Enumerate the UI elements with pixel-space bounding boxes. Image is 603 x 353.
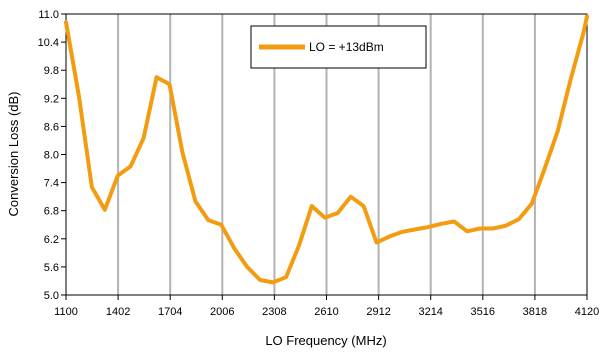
series-line — [64, 14, 589, 285]
y-tick-label: 10.4 — [38, 37, 59, 49]
x-tick-label: 2006 — [210, 306, 234, 318]
series-layer — [64, 14, 589, 285]
y-tick-label: 5.6 — [44, 262, 59, 274]
x-tick-label: 2912 — [366, 306, 390, 318]
legend-label: LO = +13dBm — [309, 40, 384, 54]
y-tick-label: 8.0 — [44, 150, 59, 162]
x-tick-label: 1100 — [54, 306, 78, 318]
legend: LO = +13dBm — [250, 25, 427, 69]
y-axis-ticks: 5.0 5.6 6.2 6.8 7.4 8.0 8.6 9.2 9.8 10.4 11.0 — [38, 9, 66, 302]
x-tick-label: 3516 — [471, 306, 495, 318]
x-tick-label: 1402 — [106, 306, 130, 318]
x-tick-label: 1704 — [158, 306, 182, 318]
x-tick-label: 3214 — [418, 306, 442, 318]
x-tick-label: 2308 — [262, 306, 286, 318]
y-tick-label: 11.0 — [38, 9, 59, 21]
x-axis-label: LO Frequency (MHz) — [265, 333, 386, 348]
y-tick-label: 5.0 — [44, 290, 59, 302]
y-tick-label: 7.4 — [44, 178, 59, 190]
x-tick-label: 3818 — [523, 306, 547, 318]
y-tick-label: 9.2 — [44, 93, 59, 105]
x-tick-label: 4120 — [575, 306, 599, 318]
y-tick-label: 8.6 — [44, 121, 59, 133]
y-tick-label: 6.2 — [44, 234, 59, 246]
x-axis-ticks: 1100 1402 1704 2006 2308 2610 2912 3214 3516 3818… — [54, 295, 599, 318]
y-tick-label: 6.8 — [44, 206, 59, 218]
y-axis-label: Conversion Loss (dB) — [6, 92, 21, 217]
x-tick-label: 2610 — [314, 306, 338, 318]
y-tick-label: 9.8 — [44, 65, 59, 77]
